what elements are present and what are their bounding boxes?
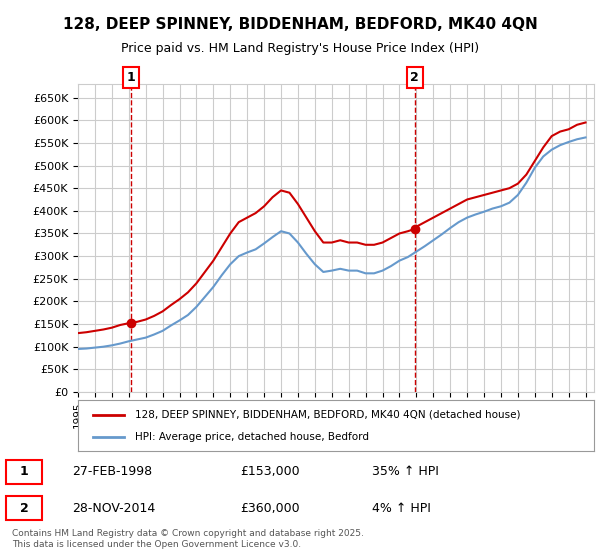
Text: 1: 1	[127, 71, 136, 84]
Text: 27-FEB-1998: 27-FEB-1998	[72, 465, 152, 478]
Text: 4% ↑ HPI: 4% ↑ HPI	[372, 502, 431, 515]
Text: £153,000: £153,000	[240, 465, 299, 478]
Text: 35% ↑ HPI: 35% ↑ HPI	[372, 465, 439, 478]
Text: 1: 1	[20, 465, 28, 478]
Text: HPI: Average price, detached house, Bedford: HPI: Average price, detached house, Bedf…	[135, 432, 369, 442]
Text: 28-NOV-2014: 28-NOV-2014	[72, 502, 155, 515]
Text: 128, DEEP SPINNEY, BIDDENHAM, BEDFORD, MK40 4QN (detached house): 128, DEEP SPINNEY, BIDDENHAM, BEDFORD, M…	[135, 409, 520, 419]
Text: 2: 2	[20, 502, 28, 515]
Text: Contains HM Land Registry data © Crown copyright and database right 2025.
This d: Contains HM Land Registry data © Crown c…	[12, 529, 364, 549]
FancyBboxPatch shape	[6, 460, 42, 484]
Text: Price paid vs. HM Land Registry's House Price Index (HPI): Price paid vs. HM Land Registry's House …	[121, 42, 479, 55]
Text: 2: 2	[410, 71, 419, 84]
FancyBboxPatch shape	[6, 496, 42, 520]
Text: £360,000: £360,000	[240, 502, 299, 515]
Text: 128, DEEP SPINNEY, BIDDENHAM, BEDFORD, MK40 4QN: 128, DEEP SPINNEY, BIDDENHAM, BEDFORD, M…	[62, 17, 538, 32]
